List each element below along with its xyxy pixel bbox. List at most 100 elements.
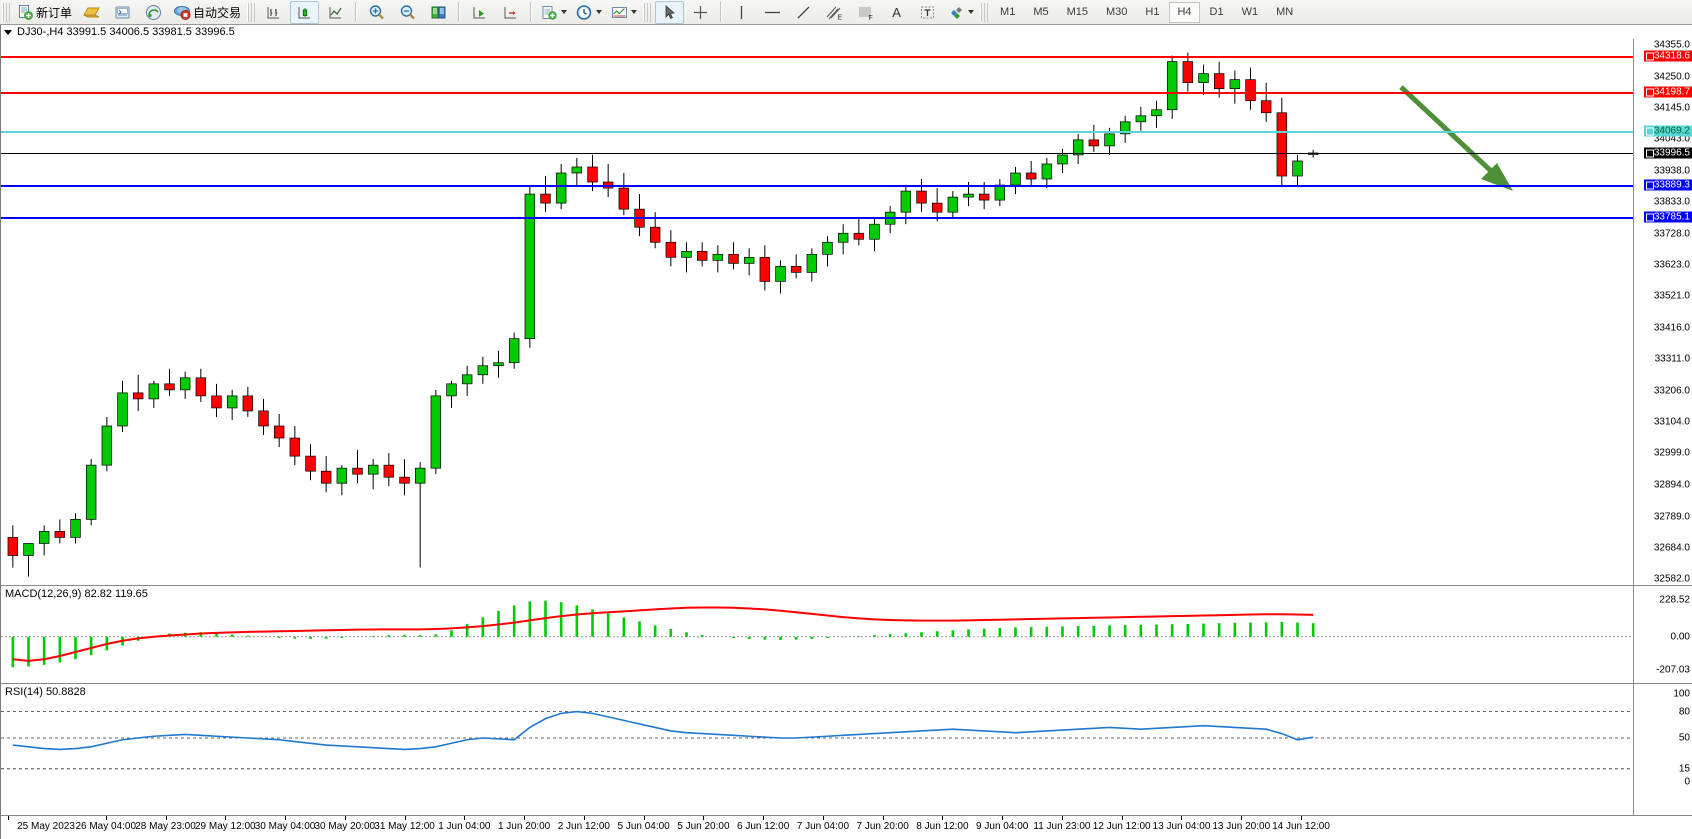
level-handle-icon[interactable] <box>1645 127 1654 136</box>
level-line-support[interactable] <box>1 216 1633 219</box>
trendline-button[interactable] <box>789 1 818 24</box>
timeframe-m15[interactable]: M15 <box>1066 6 1088 18</box>
zoom-in-button[interactable] <box>362 1 391 24</box>
level-handle-icon[interactable] <box>1645 88 1654 97</box>
level-tag-last-price[interactable]: 33996.5 <box>1643 147 1692 159</box>
price-pane[interactable]: 34355.0 34250.0 34145.0 34043.0 33938.0 33833… <box>1 39 1692 585</box>
level-tag-resistance[interactable]: 34198.7 <box>1643 86 1692 98</box>
time-label: 31 May 12:00 <box>374 821 435 832</box>
timeframe-h1[interactable]: H1 <box>1145 6 1160 18</box>
timeframe-m1[interactable]: M1 <box>1000 6 1016 18</box>
macd-tick: 228.52 <box>1659 594 1690 606</box>
toolbar-grip-4[interactable] <box>980 2 989 22</box>
svg-text:E: E <box>838 14 843 21</box>
time-label: 11 Jun 23:00 <box>1033 821 1091 832</box>
strategy-tester-button[interactable] <box>108 1 137 24</box>
time-label: 25 May 2023 <box>17 821 75 832</box>
chevron-down-icon-4[interactable] <box>968 10 975 14</box>
timeframe-group: M1 M5 M15 M30 H1 H4 D1 W1 MN <box>991 1 1302 23</box>
rsi-tick: 50 <box>1678 732 1690 744</box>
toolbar-separator-4 <box>720 2 723 22</box>
price-tick: 33623.0 <box>1653 259 1690 271</box>
macd-pane[interactable]: MACD(12,26,9) 82.82 119.65 228.52 0.00 -20… <box>1 585 1692 683</box>
level-line-support[interactable] <box>1 185 1633 188</box>
timeframe-d1[interactable]: D1 <box>1209 6 1224 18</box>
new-order-button[interactable]: 新订单 <box>14 1 75 24</box>
bar-chart-button[interactable] <box>259 1 288 24</box>
toolbar-grip-2[interactable] <box>247 2 256 22</box>
add-indicator-button[interactable] <box>537 1 570 24</box>
chart-window[interactable]: DJ30-,H4 33991.5 34006.5 33981.5 33996.5… <box>0 25 1692 839</box>
timeframe-w1[interactable]: W1 <box>1241 6 1259 18</box>
equidistant-channel-button[interactable]: E <box>820 1 849 24</box>
chart-shift-button[interactable] <box>496 1 525 24</box>
candlestick-chart-button[interactable] <box>290 0 320 24</box>
level-handle-icon[interactable] <box>1645 149 1654 158</box>
time-tick <box>1121 816 1123 820</box>
text-button[interactable]: A <box>892 4 901 20</box>
chart-menu-caret-icon[interactable] <box>4 29 12 35</box>
level-line-last-price[interactable] <box>1 152 1633 154</box>
zoom-out-button[interactable] <box>393 1 422 24</box>
time-tick <box>285 816 287 820</box>
price-tick: 32999.0 <box>1653 447 1690 459</box>
level-handle-icon[interactable] <box>1645 52 1654 61</box>
chevron-down-icon[interactable] <box>561 10 568 14</box>
cursor-button[interactable] <box>655 0 685 24</box>
timeframe-m30[interactable]: M30 <box>1106 6 1128 18</box>
rsi-pane[interactable]: RSI(14) 50.8828 100 80 50 15 0 <box>1 683 1692 815</box>
time-tick <box>404 816 406 820</box>
expert-advisors-button[interactable] <box>77 1 106 24</box>
auto-scroll-button[interactable] <box>465 1 494 24</box>
price-tick: 33728.0 <box>1653 228 1690 240</box>
time-tick <box>822 816 824 820</box>
periods-button[interactable] <box>572 1 605 24</box>
time-tick <box>165 816 167 820</box>
auto-trading-button[interactable]: 自动交易 <box>170 1 244 24</box>
price-tick: 33938.0 <box>1653 165 1690 177</box>
level-tag-level[interactable]: 34069.2 <box>1643 125 1692 137</box>
time-label: 5 Jun 20:00 <box>677 821 730 832</box>
price-scale[interactable]: 34355.0 34250.0 34145.0 34043.0 33938.0 33833… <box>1633 39 1692 585</box>
level-line-resistance[interactable] <box>1 92 1633 95</box>
time-tick <box>763 816 765 820</box>
level-tag-support[interactable]: 33889.3 <box>1643 179 1692 191</box>
line-chart-button[interactable] <box>321 1 350 24</box>
vertical-line-button[interactable] <box>727 1 756 24</box>
rsi-tick: 80 <box>1678 706 1690 718</box>
toolbar-grip-3[interactable] <box>643 2 652 22</box>
level-line-level[interactable] <box>1 131 1633 134</box>
time-tick <box>703 816 705 820</box>
timeframe-mn[interactable]: MN <box>1276 6 1294 18</box>
timeframe-h4[interactable]: H4 <box>1169 1 1200 23</box>
shapes-button[interactable] <box>944 1 977 24</box>
price-tick: 34043.0 <box>1653 133 1690 145</box>
time-tick <box>105 816 107 820</box>
tile-windows-button[interactable] <box>424 1 453 24</box>
time-axis[interactable]: 25 May 2023 26 May 04:00 28 May 23:00 29 Ma… <box>1 815 1692 839</box>
time-label: 29 May 12:00 <box>194 821 256 832</box>
auto-trading-label: 自动交易 <box>193 5 242 20</box>
templates-button[interactable] <box>607 1 640 24</box>
macd-scale[interactable]: 228.52 0.00 -207.03 <box>1633 586 1692 683</box>
svg-text:F: F <box>869 15 873 21</box>
data-window-button[interactable] <box>139 1 168 24</box>
new-order-label: 新订单 <box>36 5 73 20</box>
chevron-down-icon-2[interactable] <box>596 10 603 14</box>
timeframe-m5[interactable]: M5 <box>1033 6 1049 18</box>
rsi-scale[interactable]: 100 80 50 15 0 <box>1633 684 1692 815</box>
toolbar-separator-2 <box>458 2 461 22</box>
level-handle-icon[interactable] <box>1645 213 1654 222</box>
time-label: 6 Jun 12:00 <box>737 821 790 832</box>
crosshair-button[interactable] <box>686 1 715 24</box>
toolbar-grip[interactable] <box>2 2 10 22</box>
horizontal-line-button[interactable] <box>758 1 787 24</box>
level-line-resistance[interactable] <box>1 55 1633 58</box>
chevron-down-icon-3[interactable] <box>631 10 638 14</box>
text-label-button[interactable] <box>913 1 942 24</box>
time-tick <box>8 816 9 820</box>
level-tag-support[interactable]: 33785.1 <box>1643 211 1692 223</box>
level-handle-icon[interactable] <box>1645 181 1654 190</box>
level-tag-resistance[interactable]: 34318.6 <box>1643 50 1692 62</box>
fibonacci-button[interactable]: F <box>851 1 880 24</box>
